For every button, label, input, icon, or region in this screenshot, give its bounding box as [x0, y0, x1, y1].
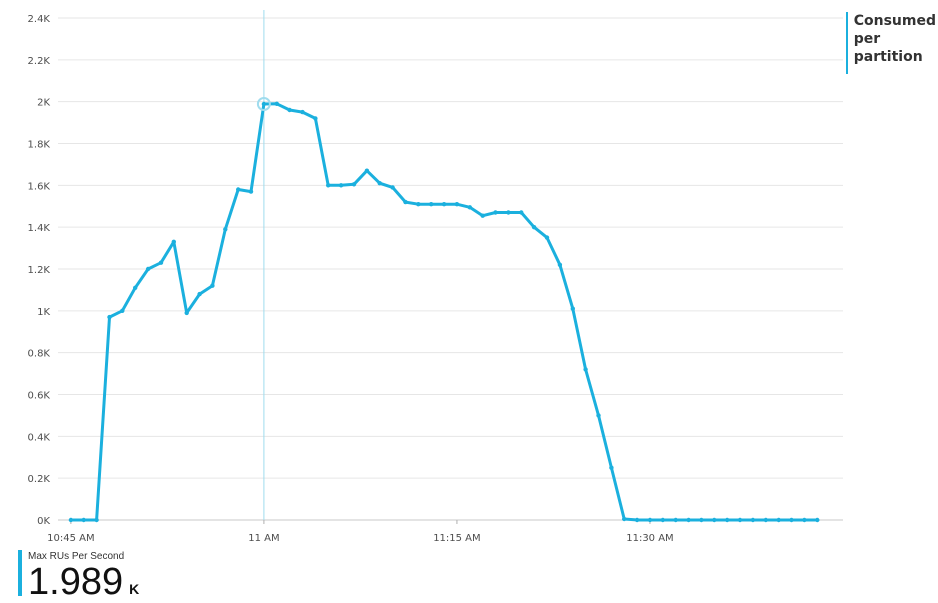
data-point[interactable]: [557, 262, 563, 267]
data-point[interactable]: [454, 202, 460, 207]
data-point[interactable]: [750, 517, 756, 523]
y-tick-label: 1.6K: [28, 181, 51, 192]
data-point[interactable]: [107, 314, 112, 320]
hover-marker: [256, 97, 271, 111]
data-point[interactable]: [480, 213, 485, 218]
x-tick-label: 11 AM: [248, 533, 279, 544]
data-point[interactable]: [725, 517, 730, 523]
y-tick-label: 1.8K: [28, 140, 51, 151]
data-point[interactable]: [544, 235, 550, 240]
data-point[interactable]: [467, 205, 472, 210]
data-point[interactable]: [403, 199, 408, 205]
data-point[interactable]: [583, 367, 588, 372]
data-point[interactable]: [390, 185, 395, 190]
y-tick-label: 1.2K: [28, 265, 51, 276]
data-point[interactable]: [763, 517, 768, 523]
x-tick-label: 11:30 AM: [626, 533, 673, 544]
metric-value: 1.989: [28, 561, 124, 603]
data-point[interactable]: [737, 517, 743, 523]
data-point[interactable]: [493, 210, 498, 215]
y-tick-label: 0.8K: [28, 349, 51, 360]
x-tick-label: 10:45 AM: [47, 533, 94, 544]
data-point[interactable]: [441, 202, 447, 207]
data-point[interactable]: [673, 517, 678, 523]
data-point[interactable]: [622, 516, 627, 522]
y-tick-label: 2K: [37, 98, 50, 109]
metric-value-row: 1.989 K: [28, 563, 139, 601]
metric-unit: K: [129, 581, 140, 597]
y-axis-ticks: 0K 0.2K 0.4K 0.6K 0.8K 1K 1.2K 1.4K 1.6K 1.8K 2K 2.…: [28, 14, 51, 527]
metric-title: Max RUs Per Second: [28, 551, 125, 562]
series-consumed-per-partition[interactable]: [68, 97, 820, 523]
y-tick-label: 0.6K: [28, 391, 51, 402]
data-point[interactable]: [313, 116, 318, 121]
data-point[interactable]: [699, 517, 704, 523]
data-point[interactable]: [261, 101, 267, 107]
data-point[interactable]: [351, 182, 357, 187]
data-point[interactable]: [802, 517, 807, 523]
data-point[interactable]: [377, 181, 382, 186]
data-point[interactable]: [133, 285, 138, 290]
data-point[interactable]: [429, 202, 434, 207]
metric-content: Max RUs Per Second 1.989 K: [28, 550, 139, 601]
data-point[interactable]: [171, 239, 176, 244]
data-point[interactable]: [210, 283, 215, 288]
data-point[interactable]: [223, 227, 228, 232]
legend-swatch: [846, 12, 848, 74]
summary-metric: Max RUs Per Second 1.989 K: [18, 550, 139, 601]
y-tick-label: 0.4K: [28, 432, 51, 443]
data-point[interactable]: [120, 308, 125, 313]
data-point[interactable]: [506, 210, 511, 215]
data-point[interactable]: [609, 465, 614, 470]
data-point[interactable]: [570, 306, 575, 311]
data-point[interactable]: [68, 517, 74, 523]
data-point[interactable]: [634, 517, 640, 523]
data-point[interactable]: [815, 517, 820, 523]
data-point[interactable]: [660, 517, 665, 523]
data-point[interactable]: [416, 202, 421, 207]
data-point[interactable]: [712, 517, 717, 523]
data-point[interactable]: [519, 210, 524, 215]
y-tick-label: 2.2K: [28, 56, 51, 67]
series-line[interactable]: [69, 102, 819, 522]
data-point[interactable]: [364, 168, 370, 173]
data-point[interactable]: [274, 101, 279, 107]
y-tick-label: 0.2K: [28, 474, 51, 485]
data-point[interactable]: [686, 517, 691, 523]
data-point[interactable]: [326, 183, 331, 188]
y-tick-label: 1K: [37, 307, 50, 318]
y-tick-label: 2.4K: [28, 14, 51, 25]
gridlines: [58, 17, 843, 521]
data-point[interactable]: [338, 183, 344, 188]
x-axis-ticks: 10:45 AM 11 AM 11:15 AM 11:30 AM: [47, 520, 674, 544]
data-point[interactable]: [287, 107, 292, 113]
y-tick-label: 1.4K: [28, 223, 51, 234]
legend[interactable]: Consumed per partition: [846, 12, 936, 74]
legend-label: Consumed per partition: [853, 13, 936, 65]
data-point[interactable]: [145, 266, 151, 272]
data-point[interactable]: [197, 291, 202, 297]
data-point[interactable]: [236, 187, 241, 192]
data-point[interactable]: [81, 517, 86, 523]
data-point[interactable]: [531, 225, 537, 230]
y-tick-label: 0K: [37, 516, 50, 527]
metric-color-bar: [18, 550, 22, 596]
data-point[interactable]: [248, 189, 254, 194]
data-point[interactable]: [776, 517, 781, 523]
data-point[interactable]: [94, 517, 99, 523]
data-point[interactable]: [647, 517, 653, 523]
data-point[interactable]: [158, 260, 164, 265]
data-point[interactable]: [300, 109, 305, 115]
data-point[interactable]: [184, 310, 189, 316]
data-point[interactable]: [789, 517, 794, 523]
data-point[interactable]: [596, 413, 601, 418]
x-tick-label: 11:15 AM: [433, 533, 480, 544]
